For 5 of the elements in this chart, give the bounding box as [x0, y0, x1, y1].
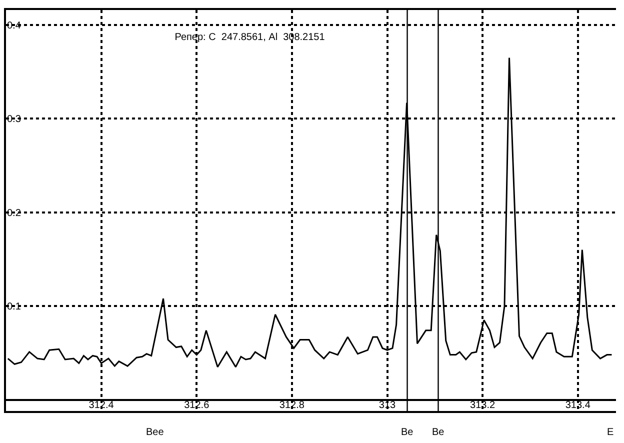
- text: Bee: [146, 427, 164, 438]
- ref-line-label: Be: [401, 427, 414, 438]
- ref-line-label: Be: [432, 427, 445, 438]
- text: Репер: С 247.8561, Al 308.2151: [174, 32, 326, 44]
- text: E: [607, 427, 614, 438]
